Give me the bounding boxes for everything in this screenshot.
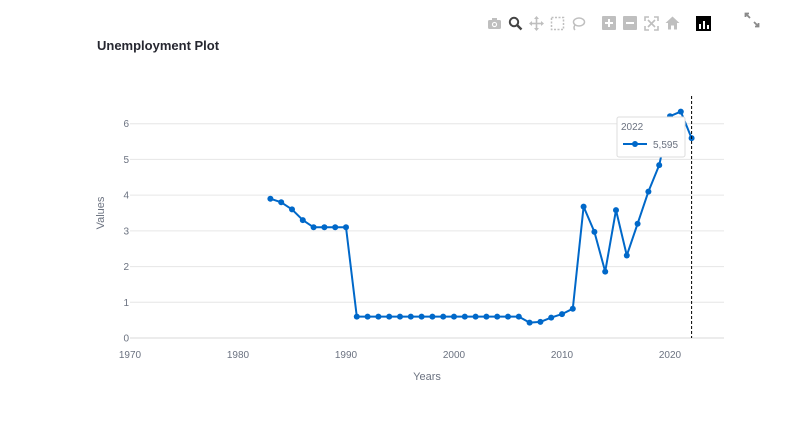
y-tick-label: 3 — [123, 226, 129, 237]
y-tick-label: 4 — [123, 191, 129, 202]
data-point — [397, 313, 403, 320]
y-tick-label: 1 — [123, 298, 129, 309]
x-tick-label: 2000 — [443, 350, 466, 361]
x-tick-label: 1990 — [335, 350, 358, 361]
x-axis-label: Years — [413, 371, 441, 383]
data-point — [569, 305, 576, 312]
autoscale-icon[interactable] — [643, 15, 659, 31]
x-tick-label: 2010 — [551, 350, 574, 361]
data-point — [559, 311, 565, 318]
tooltip-value: 5,595 — [653, 140, 678, 151]
data-point — [526, 319, 533, 326]
data-point — [483, 313, 490, 320]
data-point — [310, 224, 317, 231]
modebar — [486, 15, 711, 31]
data-point — [613, 207, 619, 214]
zoom-in-icon[interactable] — [601, 15, 617, 31]
zoom-out-icon[interactable] — [622, 15, 638, 31]
series-line — [270, 110, 693, 324]
chart-title: Unemployment Plot — [97, 38, 220, 53]
plotly-logo-icon[interactable] — [696, 15, 711, 31]
series-unemployment — [267, 108, 695, 326]
data-point — [364, 313, 371, 320]
data-point — [321, 224, 328, 231]
data-point — [299, 217, 306, 224]
data-point — [645, 188, 652, 195]
data-point — [375, 313, 382, 320]
data-point — [461, 313, 468, 320]
tooltip-x-label: 2022 — [621, 122, 644, 133]
y-tick-label: 5 — [123, 155, 129, 166]
data-point — [688, 135, 695, 142]
data-point — [472, 313, 479, 320]
y-tick-label: 0 — [123, 334, 129, 345]
data-point — [580, 203, 587, 210]
y-tick-label: 2 — [123, 262, 129, 273]
tooltip-box — [616, 116, 686, 158]
lasso-select-icon[interactable] — [570, 15, 586, 31]
data-point — [505, 313, 511, 320]
data-point — [418, 313, 425, 320]
data-point — [343, 224, 349, 231]
y-axis-label: Values — [95, 196, 107, 229]
data-point — [656, 162, 663, 169]
x-tick-label: 1980 — [227, 350, 250, 361]
data-point — [677, 108, 684, 115]
data-point — [332, 224, 339, 231]
gridlines — [130, 123, 724, 303]
reset-axes-icon[interactable] — [664, 15, 680, 31]
data-point — [386, 313, 393, 320]
data-point — [267, 195, 274, 202]
hover-tooltip: 2022 5,595 — [616, 116, 686, 158]
pan-icon[interactable] — [528, 15, 544, 31]
data-point — [407, 313, 414, 320]
data-point — [602, 268, 609, 275]
data-point — [353, 313, 360, 320]
data-point — [440, 313, 447, 320]
data-point — [429, 313, 436, 320]
data-point — [591, 228, 598, 235]
box-select-icon[interactable] — [549, 15, 565, 31]
data-point — [537, 318, 544, 325]
y-tick-label: 6 — [123, 119, 129, 130]
y-tick-labels: 0 1 2 3 4 5 6 — [123, 119, 129, 344]
data-point — [289, 206, 295, 213]
data-point — [634, 220, 641, 227]
x-tick-labels: 1970 1980 1990 2000 2010 2020 — [119, 350, 682, 361]
camera-icon[interactable] — [486, 15, 502, 31]
data-point — [494, 313, 501, 320]
data-point — [623, 252, 630, 259]
x-tick-label: 1970 — [119, 350, 142, 361]
tooltip-swatch-marker — [632, 141, 638, 147]
x-tick-label: 2020 — [659, 350, 682, 361]
data-point — [548, 314, 555, 321]
zoom-icon[interactable] — [507, 15, 523, 31]
fullscreen-icon[interactable] — [744, 12, 760, 28]
data-point — [451, 313, 457, 320]
data-point — [278, 199, 285, 206]
data-point — [515, 313, 522, 320]
data-point — [667, 113, 673, 120]
